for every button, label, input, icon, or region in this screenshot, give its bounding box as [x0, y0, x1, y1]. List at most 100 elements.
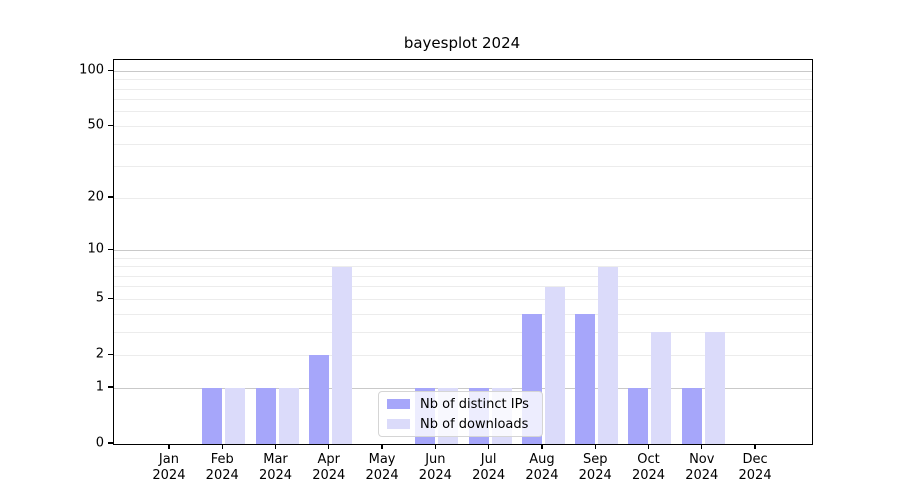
gridline-100 — [114, 70, 812, 72]
x-tick-label-sep: Sep 2024 — [565, 452, 625, 484]
y-tick-label-5: 5 — [95, 290, 104, 306]
x-tick-month: Nov — [689, 452, 715, 467]
y-tick-mark-5 — [108, 297, 113, 299]
x-tick-label-apr: Apr 2024 — [299, 452, 359, 484]
x-tick-month: Apr — [317, 452, 341, 467]
gridline-6 — [114, 286, 812, 288]
x-tick-year: 2024 — [365, 468, 399, 483]
bar-distinct-ips-feb — [202, 388, 223, 444]
legend-swatch-downloads — [387, 419, 410, 429]
x-tick-mark-feb — [221, 444, 223, 449]
gridline-20 — [114, 197, 812, 199]
gridline-50 — [114, 125, 812, 127]
bar-downloads-nov — [704, 332, 725, 444]
x-tick-year: 2024 — [525, 468, 559, 483]
x-tick-year: 2024 — [312, 468, 346, 483]
legend-swatch-distinct-ips — [387, 399, 410, 409]
x-tick-mark-aug — [541, 444, 543, 449]
y-tick-mark-20 — [108, 196, 113, 198]
x-tick-mark-jun — [434, 444, 436, 449]
gridline-2 — [114, 354, 812, 356]
x-tick-year: 2024 — [418, 468, 452, 483]
x-tick-label-nov: Nov 2024 — [672, 452, 732, 484]
x-tick-label-aug: Aug 2024 — [512, 452, 572, 484]
x-tick-month: Jun — [425, 452, 446, 467]
x-tick-year: 2024 — [578, 468, 612, 483]
x-tick-mark-dec — [754, 444, 756, 449]
x-tick-month: Oct — [637, 452, 660, 467]
bar-distinct-ips-nov — [681, 388, 702, 444]
gridline-10 — [114, 249, 812, 251]
y-tick-mark-50 — [108, 124, 113, 126]
x-tick-year: 2024 — [685, 468, 719, 483]
x-tick-mark-jul — [488, 444, 490, 449]
x-tick-label-may: May 2024 — [352, 452, 412, 484]
bar-distinct-ips-apr — [308, 355, 329, 444]
x-tick-month: Jul — [480, 452, 497, 467]
bar-downloads-sep — [598, 266, 619, 444]
bar-downloads-oct — [651, 332, 672, 444]
bar-downloads-apr — [331, 266, 352, 444]
x-tick-year: 2024 — [472, 468, 506, 483]
bars-layer — [114, 60, 812, 444]
gridline-9 — [114, 257, 812, 259]
gridline-3 — [114, 331, 812, 333]
y-tick-mark-0 — [108, 442, 113, 444]
x-tick-mark-apr — [328, 444, 330, 449]
gridline-7 — [114, 275, 812, 277]
y-tick-label-100: 100 — [79, 62, 104, 78]
y-tick-label-2: 2 — [95, 346, 104, 362]
y-tick-mark-10 — [108, 248, 113, 250]
x-tick-year: 2024 — [205, 468, 239, 483]
x-tick-mark-oct — [647, 444, 650, 449]
y-tick-mark-2 — [108, 353, 113, 355]
gridline-8 — [114, 266, 812, 268]
legend-label-distinct-ips: Nb of distinct IPs — [420, 396, 529, 412]
bar-distinct-ips-oct — [628, 388, 649, 444]
x-tick-year: 2024 — [631, 468, 666, 483]
x-tick-year: 2024 — [258, 468, 293, 483]
x-tick-month: Dec — [742, 452, 768, 467]
bar-downloads-mar — [278, 388, 299, 444]
x-tick-month: Jan — [158, 452, 179, 467]
bar-downloads-feb — [225, 388, 246, 444]
x-tick-label-mar: Mar 2024 — [246, 452, 306, 484]
x-tick-mark-jan — [168, 444, 170, 449]
x-tick-mark-sep — [594, 444, 596, 449]
y-tick-label-50: 50 — [87, 117, 104, 133]
bar-distinct-ips-mar — [255, 388, 276, 444]
plot-area: Nb of distinct IPs Nb of downloads — [113, 59, 813, 445]
y-tick-mark-100 — [108, 69, 113, 71]
y-tick-label-10: 10 — [87, 241, 104, 257]
x-tick-label-jun: Jun 2024 — [405, 452, 465, 484]
gridline-5 — [114, 298, 812, 300]
legend-item-downloads: Nb of downloads — [387, 417, 534, 432]
x-tick-label-jan: Jan 2024 — [139, 452, 199, 484]
x-tick-month: Feb — [210, 452, 234, 467]
gridline-60 — [114, 111, 812, 113]
gridline-40 — [114, 143, 812, 145]
x-tick-mark-mar — [274, 444, 277, 449]
bar-downloads-aug — [544, 286, 565, 444]
x-tick-label-jul: Jul 2024 — [459, 452, 519, 484]
x-tick-label-feb: Feb 2024 — [192, 452, 252, 484]
x-tick-month: Aug — [529, 452, 555, 467]
y-tick-label-0: 0 — [95, 435, 104, 451]
chart-title: bayesplot 2024 — [403, 34, 521, 52]
x-tick-year: 2024 — [738, 468, 772, 483]
y-tick-label-20: 20 — [87, 189, 104, 205]
gridline-80 — [114, 88, 812, 90]
gridline-30 — [114, 166, 812, 168]
gridline-70 — [114, 99, 812, 101]
y-tick-mark-1 — [108, 386, 113, 388]
legend-label-downloads: Nb of downloads — [420, 416, 529, 432]
x-tick-month: Mar — [263, 452, 288, 467]
gridline-4 — [114, 313, 812, 315]
gridline-1 — [114, 387, 812, 389]
bar-distinct-ips-sep — [575, 314, 596, 444]
x-tick-month: May — [368, 452, 396, 467]
y-tick-label-1: 1 — [95, 379, 104, 395]
legend-item-distinct-ips: Nb of distinct IPs — [387, 397, 534, 412]
x-tick-label-oct: Oct 2024 — [618, 452, 678, 484]
